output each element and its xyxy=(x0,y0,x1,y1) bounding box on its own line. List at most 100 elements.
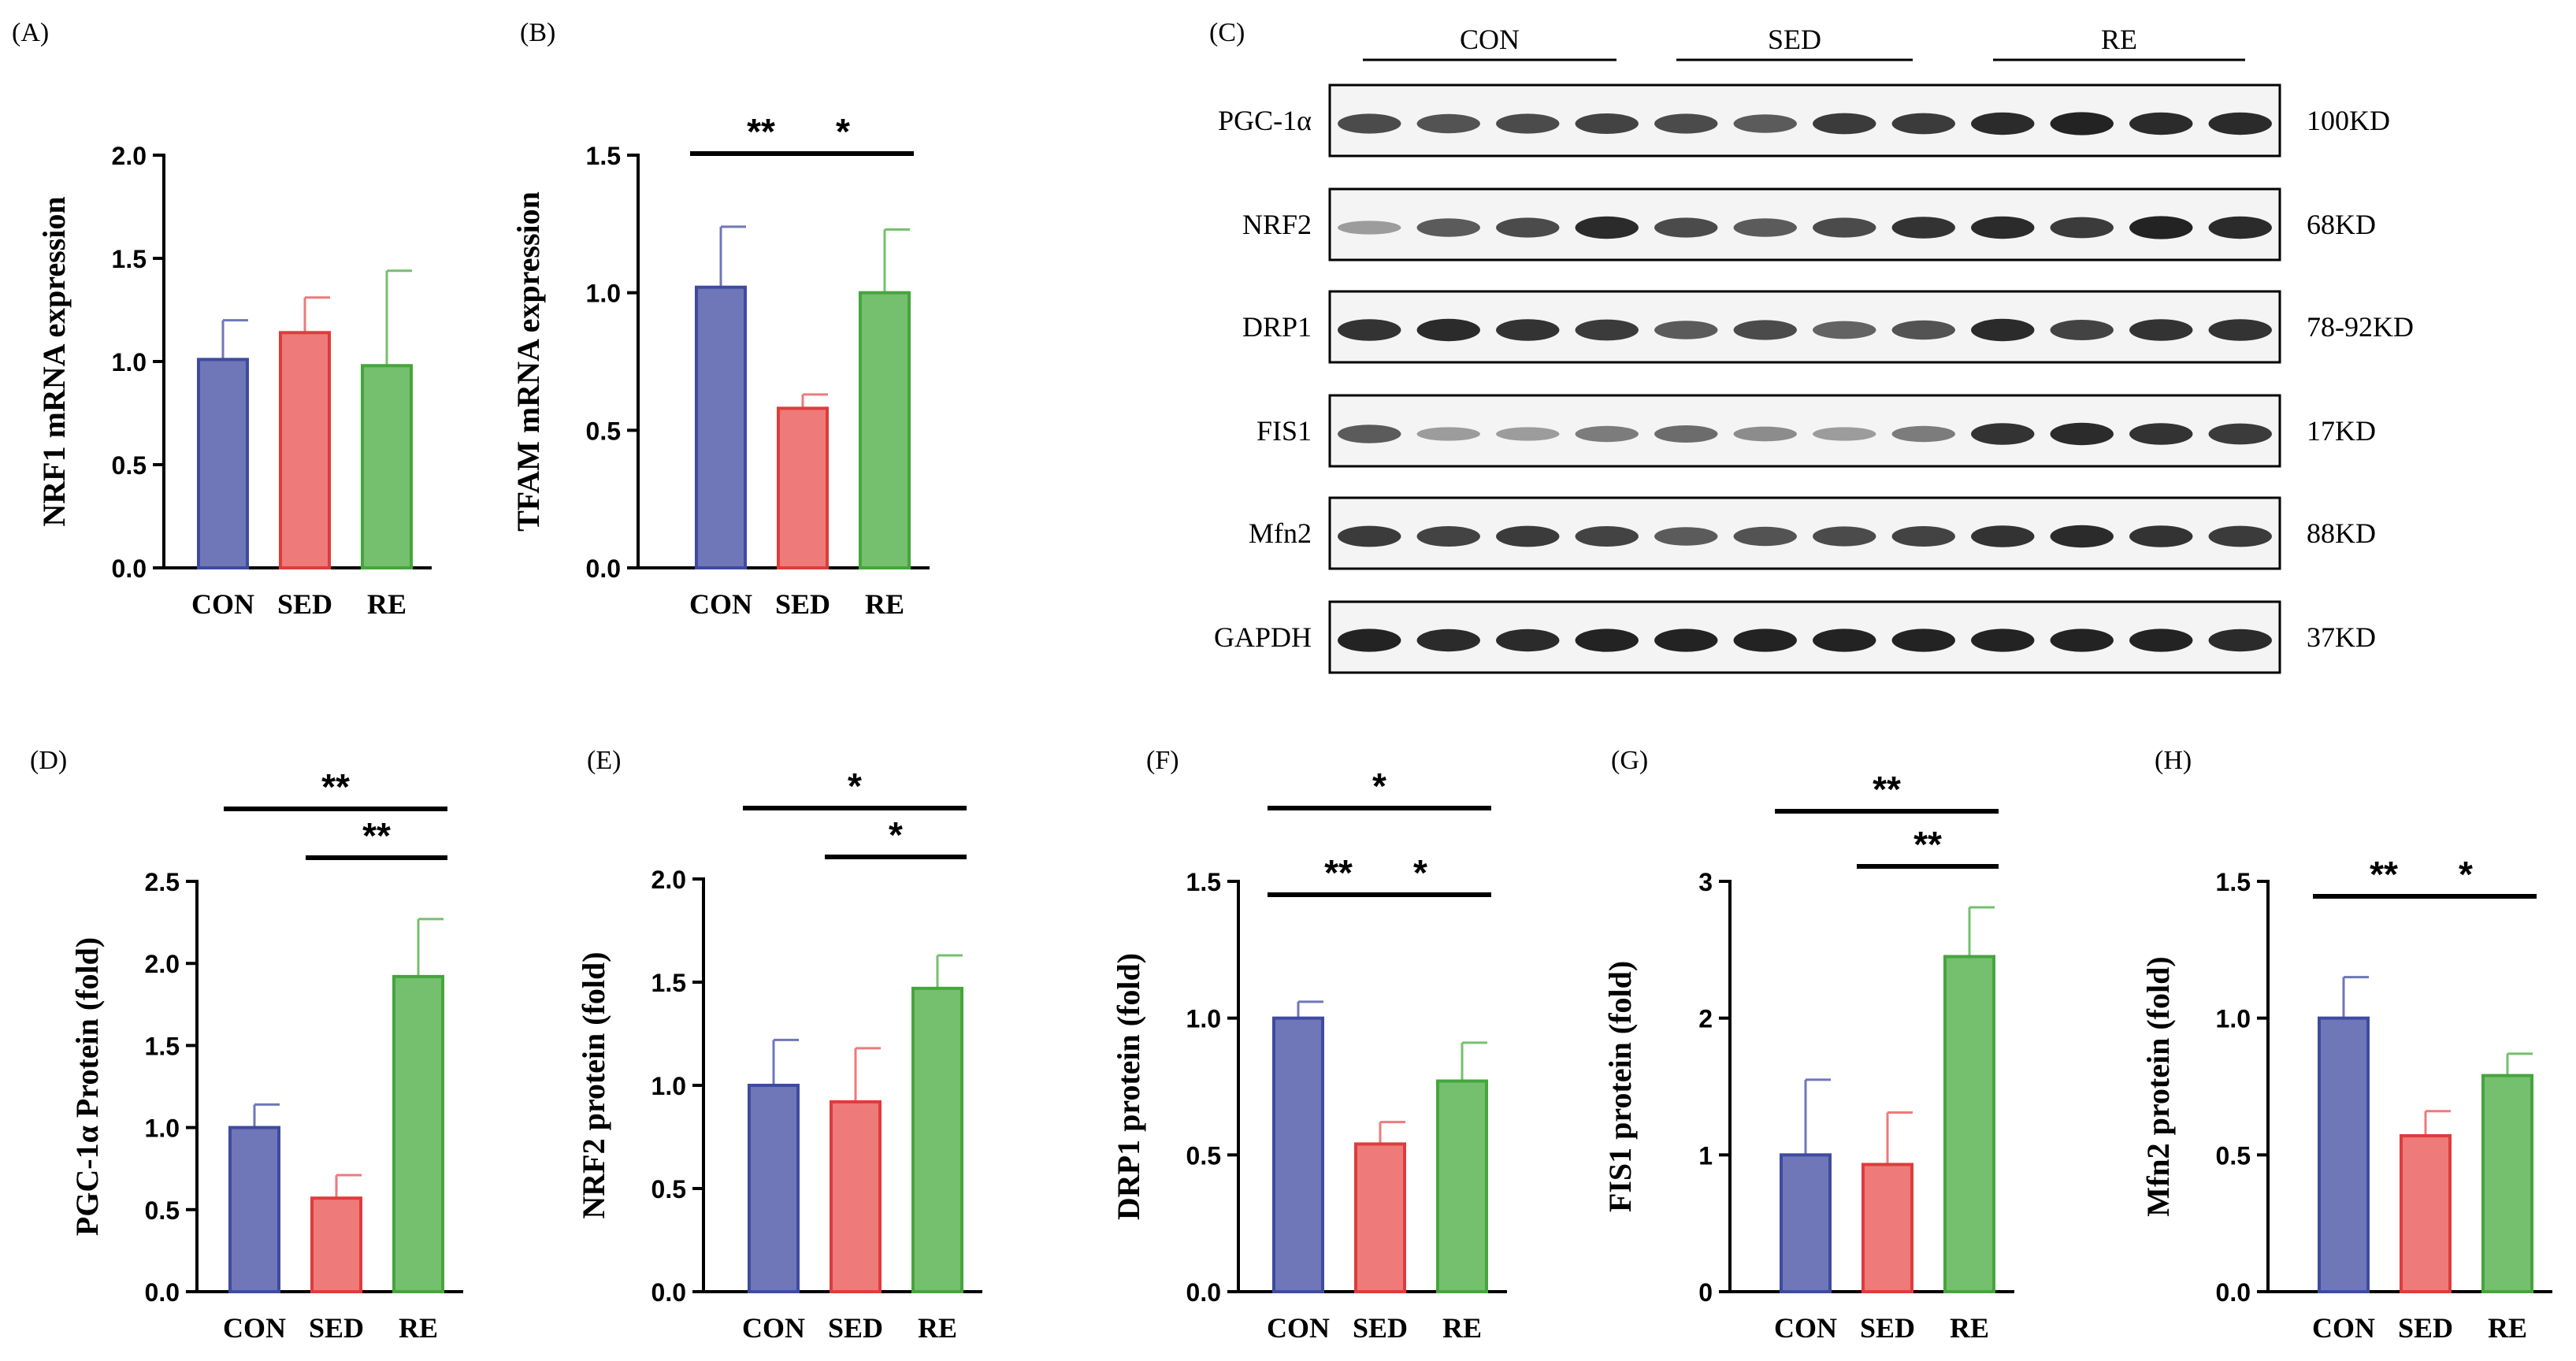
bar-con xyxy=(2318,1016,2370,1293)
blot-band xyxy=(1338,629,1401,652)
y-tick-label: 0.5 xyxy=(2216,1141,2251,1170)
bar-sed xyxy=(1861,1163,1913,1293)
blot-band xyxy=(1733,114,1797,133)
x-tick-label: SED xyxy=(1353,1312,1408,1344)
bar-charts: (A) 0.0 0.5 1.0 1.5 2.0 NRF1 mRNA expression CO… xyxy=(12,18,2552,1344)
significance-label: ** xyxy=(1324,852,1353,893)
size-label: 17KD xyxy=(2307,415,2376,447)
x-tick-label: SED xyxy=(775,588,830,620)
blot-band xyxy=(1733,426,1797,442)
blot-band xyxy=(2050,112,2114,135)
blot-frame xyxy=(1328,290,2281,364)
chart-panel-1: (B) 0.0 0.5 1.0 1.5 TFAM mRNA expression CON SE… xyxy=(510,18,930,620)
significance-label: ** xyxy=(321,766,350,807)
blot-frame xyxy=(1328,394,2281,468)
y-tick-label: 1.0 xyxy=(651,1072,686,1100)
bar-re xyxy=(1943,955,1995,1294)
y-axis-label: TFAM mRNA expression xyxy=(510,191,546,532)
y-tick-label: 0.5 xyxy=(1186,1141,1221,1170)
blot-band xyxy=(1496,427,1560,441)
blot-band xyxy=(1575,216,1639,239)
blot-band xyxy=(1496,629,1560,652)
significance-label: * xyxy=(2459,854,2473,895)
bar-con xyxy=(1780,1153,1832,1294)
y-axis-label: DRP1 protein (fold) xyxy=(1111,953,1146,1220)
bar-re xyxy=(361,364,413,569)
bar-sed xyxy=(830,1100,882,1293)
blot-band xyxy=(2129,525,2193,547)
blot-band xyxy=(1654,321,1718,339)
panel-label: (B) xyxy=(520,18,555,47)
blot-band xyxy=(1416,318,1480,342)
x-tick-label: CON xyxy=(1774,1312,1837,1344)
significance-label: ** xyxy=(1873,769,1901,810)
bar-con xyxy=(228,1126,280,1293)
blot-band xyxy=(1733,526,1797,547)
x-tick-label: SED xyxy=(277,588,332,620)
blot-band xyxy=(1496,217,1560,238)
blot-band xyxy=(1891,629,1955,652)
blot-band xyxy=(1416,427,1480,441)
bar-re xyxy=(911,986,963,1293)
blot-band xyxy=(1416,629,1480,652)
y-tick-label: 2 xyxy=(1698,1005,1713,1033)
y-tick-label: 2.0 xyxy=(112,142,147,170)
y-tick-label: 3 xyxy=(1698,868,1713,896)
blot-row-fis1: FIS1 17KD xyxy=(1256,394,2376,468)
y-tick-label: 2.0 xyxy=(651,866,686,894)
blot-band xyxy=(1891,320,1955,340)
x-tick-label: CON xyxy=(191,588,254,620)
blot-band xyxy=(1813,321,1876,339)
blot-band xyxy=(1338,113,1401,134)
size-label: 88KD xyxy=(2307,517,2376,549)
blot-band xyxy=(2208,525,2272,547)
y-tick-label: 0.0 xyxy=(112,554,147,583)
blot-band xyxy=(1416,526,1480,547)
y-tick-label: 1.5 xyxy=(651,969,686,997)
y-axis-label: PGC-1α Protein (fold) xyxy=(69,937,105,1236)
bar-re xyxy=(1436,1079,1488,1293)
bar-sed xyxy=(2400,1134,2452,1294)
blot-band xyxy=(2129,629,2193,652)
size-label: 78-92KD xyxy=(2307,311,2414,343)
blot-band xyxy=(1813,526,1876,547)
y-tick-label: 1.0 xyxy=(112,348,147,376)
y-tick-label: 0.0 xyxy=(586,554,621,583)
blot-band xyxy=(1813,113,1876,135)
panel-label: (A) xyxy=(12,18,49,47)
blot-band xyxy=(1971,423,2035,445)
bar-re xyxy=(2481,1074,2533,1294)
y-tick-label: 0.0 xyxy=(651,1278,686,1307)
y-tick-label: 1.5 xyxy=(586,142,621,170)
blot-band xyxy=(2129,216,2193,239)
blot-band xyxy=(1338,221,1401,235)
blot-band xyxy=(1575,526,1639,547)
western-blot-panel: (C) CON SED RE PGC-1α 100KD NRF2 68KD DRP1 78-92K… xyxy=(1209,18,2414,674)
x-tick-label: SED xyxy=(828,1312,883,1344)
significance-label: * xyxy=(836,111,850,152)
blot-band xyxy=(1971,525,2035,547)
y-tick-label: 2.0 xyxy=(145,950,180,978)
x-tick-label: CON xyxy=(742,1312,805,1344)
significance-label: ** xyxy=(1913,824,1942,865)
x-tick-label: CON xyxy=(689,588,752,620)
blot-band xyxy=(2208,423,2272,445)
blot-band xyxy=(2129,423,2193,445)
y-tick-label: 0 xyxy=(1698,1278,1713,1307)
blot-band xyxy=(2129,112,2193,135)
chart-panel-6: (H) 0.0 0.5 1.0 1.5 Mfn2 protein (fold) CON SED… xyxy=(2140,746,2552,1344)
blot-band xyxy=(1654,629,1718,652)
chart-panel-0: (A) 0.0 0.5 1.0 1.5 2.0 NRF1 mRNA expression CO… xyxy=(12,18,432,620)
bar-sed xyxy=(777,406,829,569)
blot-band xyxy=(1733,629,1797,652)
x-tick-label: RE xyxy=(865,588,904,620)
blot-band xyxy=(1971,629,2035,652)
panel-label: (D) xyxy=(30,746,67,775)
blot-band xyxy=(2208,216,2272,239)
blot-band xyxy=(2050,629,2114,652)
x-tick-label: RE xyxy=(1442,1312,1482,1344)
panel-label: (G) xyxy=(1611,746,1648,775)
y-axis-label: Mfn2 protein (fold) xyxy=(2140,956,2176,1216)
blot-frame xyxy=(1328,187,2281,261)
